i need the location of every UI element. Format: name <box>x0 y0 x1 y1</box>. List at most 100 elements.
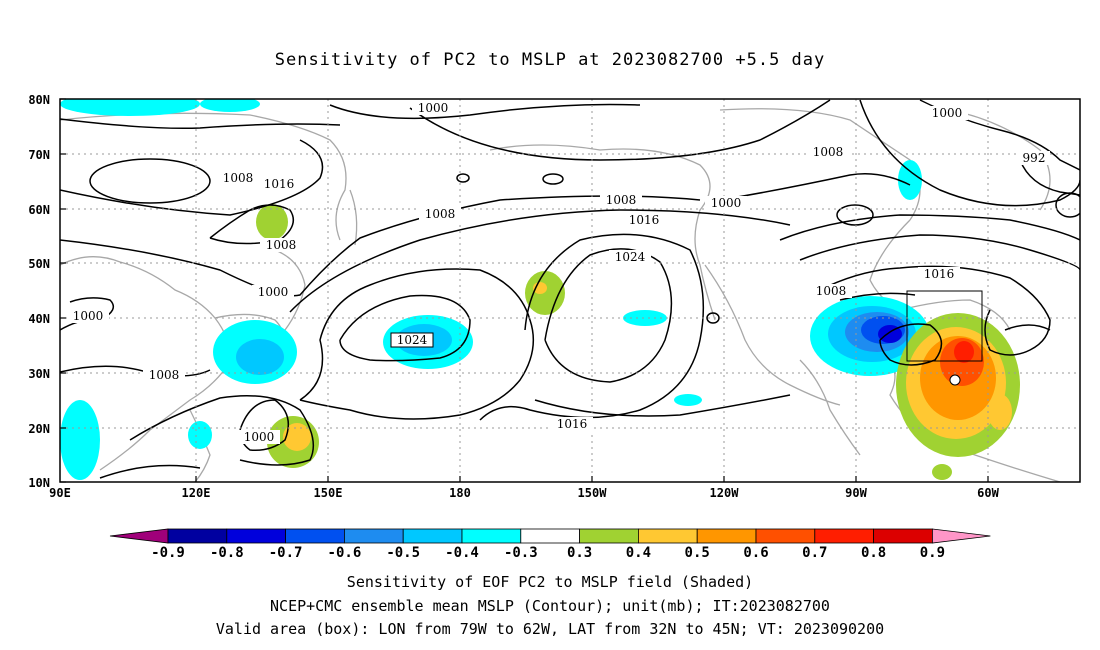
colorbar-swatch <box>226 528 287 544</box>
colorbar-swatch <box>343 528 404 544</box>
contour-label: 1008 <box>419 207 461 221</box>
lon-label: 120W <box>710 486 740 500</box>
colorbar-tick-label: -0.7 <box>269 545 303 561</box>
svg-text:1016: 1016 <box>264 177 295 191</box>
svg-text:1000: 1000 <box>244 430 275 444</box>
svg-text:1016: 1016 <box>924 267 955 281</box>
contour-label: 1008 <box>810 284 852 298</box>
colorbar-tick-label: 0.7 <box>802 545 827 561</box>
contour-label: 1000 <box>252 285 294 299</box>
svg-text:1008: 1008 <box>606 193 637 207</box>
svg-text:1000: 1000 <box>73 309 104 323</box>
longitude-labels: 90E 120E 150E 180 150W 120W 90W 60W <box>49 486 999 500</box>
contour-label: 1016 <box>551 417 593 431</box>
contour-label: 1000 <box>67 309 109 323</box>
contour-label: 1000 <box>412 101 454 115</box>
lat-label: 80N <box>28 93 50 107</box>
colorbar-tick-label: -0.4 <box>445 545 479 561</box>
contour-label: 1008 <box>600 193 642 207</box>
colorbar-tick-label: 0.6 <box>743 545 768 561</box>
positive-sensitivity-shading <box>256 204 1020 480</box>
mslp-contours <box>60 99 1080 479</box>
colorbar-swatch <box>696 528 757 544</box>
colorbar-tick-label: 0.8 <box>861 545 886 561</box>
colorbar-tick-label: 0.5 <box>685 545 710 561</box>
svg-text:1000: 1000 <box>258 285 289 299</box>
svg-text:1008: 1008 <box>425 207 456 221</box>
svg-text:1008: 1008 <box>223 171 254 185</box>
contour-labels: 1000 1008 1016 1008 1000 1008 1000 1008 … <box>67 101 1050 444</box>
contour-label: 1016 <box>918 267 960 281</box>
colorbar: -0.9 -0.8 -0.7 -0.6 -0.5 -0.4 -0.3 0.3 0.4 0.5 0.6… <box>109 528 991 561</box>
colorbar-tick-label: 0.9 <box>920 545 945 561</box>
caption-line-3: Valid area (box): LON from 79W to 62W, L… <box>215 620 885 638</box>
svg-text:992: 992 <box>1023 151 1046 165</box>
colorbar-tick-label: -0.3 <box>504 545 538 561</box>
colorbar-swatch <box>402 528 463 544</box>
small-closed-contour <box>949 374 961 386</box>
negative-sensitivity-shading <box>60 99 930 480</box>
chart-title: Sensitivity of PC2 to MSLP at 2023082700… <box>274 50 826 70</box>
svg-text:1008: 1008 <box>266 238 297 252</box>
colorbar-swatch <box>167 528 228 544</box>
contour-label: 1000 <box>926 106 968 120</box>
lat-label: 60N <box>28 203 50 217</box>
contour-label: 992 <box>1018 151 1050 165</box>
lat-label: 40N <box>28 312 50 326</box>
contour-label: 1008 <box>807 145 849 159</box>
contour-label: 1024 <box>390 332 434 348</box>
svg-text:1008: 1008 <box>149 368 180 382</box>
contour-label: 1008 <box>143 368 185 382</box>
plot-frame <box>59 98 1081 483</box>
contour-label: 1000 <box>705 196 747 210</box>
colorbar-tick-label: 0.3 <box>567 545 592 561</box>
colorbar-swatch <box>814 528 874 544</box>
colorbar-swatch <box>755 528 816 544</box>
lon-label: 150E <box>314 486 343 500</box>
contour-label: 1008 <box>260 238 302 252</box>
svg-text:1016: 1016 <box>629 213 660 227</box>
lon-label: 60W <box>977 486 999 500</box>
svg-text:1008: 1008 <box>813 145 844 159</box>
svg-text:1024: 1024 <box>615 250 646 264</box>
svg-text:1000: 1000 <box>932 106 963 120</box>
caption-line-2: NCEP+CMC ensemble mean MSLP (Contour); u… <box>270 597 830 615</box>
lon-label: 120E <box>182 486 211 500</box>
colorbar-swatch <box>520 528 580 544</box>
caption-line-1: Sensitivity of EOF PC2 to MSLP field (Sh… <box>346 573 754 591</box>
svg-text:1000: 1000 <box>711 196 742 210</box>
lon-label: 90W <box>845 486 867 500</box>
svg-text:1016: 1016 <box>557 417 588 431</box>
axis-ticks <box>60 98 989 483</box>
colorbar-swatch <box>285 528 345 544</box>
contour-label: 1016 <box>258 177 300 191</box>
colorbar-triangle-high <box>932 528 991 544</box>
svg-text:1000: 1000 <box>418 101 449 115</box>
colorbar-tick-label: -0.5 <box>386 545 420 561</box>
colorbar-swatch <box>461 528 522 544</box>
colorbar-triangle-low <box>109 528 169 544</box>
lat-label: 30N <box>28 367 50 381</box>
svg-text:1008: 1008 <box>816 284 847 298</box>
colorbar-tick-label: -0.8 <box>210 545 244 561</box>
colorbar-swatch <box>638 528 698 544</box>
colorbar-swatch <box>579 528 639 544</box>
colorbar-swatch <box>873 528 933 544</box>
lon-label: 90E <box>49 486 71 500</box>
lon-label: 180 <box>449 486 471 500</box>
colorbar-tick-label: -0.6 <box>328 545 362 561</box>
lon-label: 150W <box>578 486 608 500</box>
lat-label: 20N <box>28 422 50 436</box>
lat-label: 10N <box>28 476 50 490</box>
lat-label: 50N <box>28 257 50 271</box>
colorbar-tick-label: 0.4 <box>626 545 651 561</box>
lat-label: 70N <box>28 148 50 162</box>
contour-label: 1016 <box>623 213 665 227</box>
contour-label: 1008 <box>217 171 259 185</box>
contour-label: 1024 <box>609 250 651 264</box>
colorbar-tick-label: -0.9 <box>151 545 185 561</box>
contour-label: 1000 <box>238 430 280 444</box>
latitude-labels: 80N 70N 60N 50N 40N 30N 20N 10N <box>28 93 50 490</box>
valid-area-box <box>906 290 983 362</box>
